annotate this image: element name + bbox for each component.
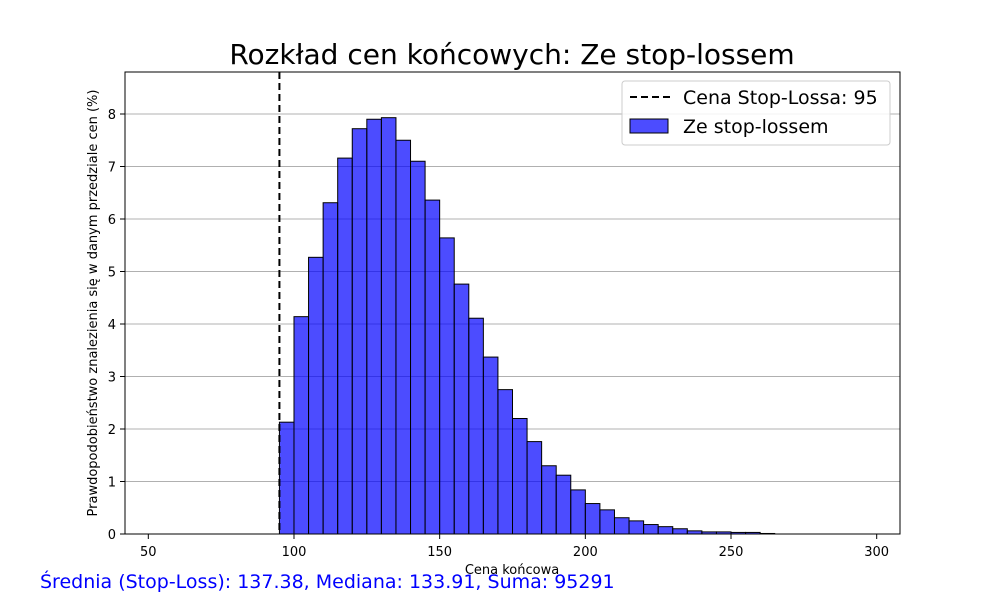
histogram-bar [657, 526, 674, 535]
legend-vline-label: Cena Stop-Lossa: 95 [683, 87, 878, 109]
chart-title: Rozkład cen końcowych: Ze stop-lossem [229, 38, 794, 71]
histogram-bar [337, 157, 353, 535]
legend-bar-label: Ze stop-lossem [683, 116, 829, 138]
histogram-bar [570, 489, 586, 535]
plot-frame [124, 71, 901, 535]
legend-bar-swatch [629, 118, 669, 134]
histogram-bar [308, 256, 324, 535]
x-tick-label: 300 [864, 545, 889, 560]
histogram-bar [497, 389, 514, 535]
y-tick-label: 1 [108, 476, 116, 491]
histogram-bar [453, 283, 470, 535]
y-axis-label: Prawdopodobieństwo znalezienia się w dan… [86, 90, 101, 517]
histogram-bar [424, 199, 441, 535]
x-axis-ticks: 50 100 150 200 250 300 [140, 534, 889, 560]
histogram-bar [599, 509, 615, 535]
histogram-bar [439, 237, 455, 535]
histogram-bar [468, 317, 484, 535]
histogram-bar [482, 356, 499, 535]
x-tick-label: 150 [427, 545, 452, 560]
histogram-bar [613, 517, 630, 535]
histogram-bar [672, 528, 688, 535]
legend-frame [621, 80, 891, 146]
y-tick-label: 5 [108, 266, 116, 281]
legend: Cena Stop-Lossa: 95 Ze stop-lossem [621, 80, 891, 146]
histogram-bar [395, 139, 412, 535]
histogram-bar [643, 524, 659, 535]
histogram-bar [512, 418, 528, 535]
histogram-bar [278, 421, 295, 535]
histogram-bar [526, 441, 543, 535]
histogram-bar [380, 117, 397, 535]
y-tick-label: 7 [108, 161, 116, 176]
histogram-bar [351, 128, 368, 535]
histogram-bar [293, 316, 310, 535]
histogram-bar [541, 465, 557, 535]
footer-stats: Średnia (Stop-Loss): 137.38, Mediana: 13… [40, 569, 615, 593]
histogram-bar [410, 160, 426, 535]
x-axis-label: Cena końcowa [465, 563, 559, 578]
y-tick-label: 6 [108, 213, 116, 228]
y-axis-ticks: 0 1 2 3 4 5 6 7 8 [108, 108, 125, 543]
x-tick-label: 100 [282, 545, 307, 560]
x-tick-label: 200 [573, 545, 598, 560]
histogram-bars [278, 117, 776, 535]
y-tick-label: 8 [108, 108, 116, 123]
histogram-bar [322, 202, 339, 535]
y-tick-label: 0 [108, 528, 116, 543]
y-tick-label: 4 [108, 318, 116, 333]
histogram-bar [366, 118, 382, 535]
x-tick-label: 250 [719, 545, 744, 560]
histogram-bar [584, 503, 601, 535]
y-tick-label: 2 [108, 423, 116, 438]
histogram-bar [555, 474, 572, 535]
x-tick-label: 50 [140, 545, 157, 560]
grid-lines [125, 113, 900, 482]
histogram-bar [628, 520, 645, 535]
y-tick-label: 3 [108, 371, 116, 386]
